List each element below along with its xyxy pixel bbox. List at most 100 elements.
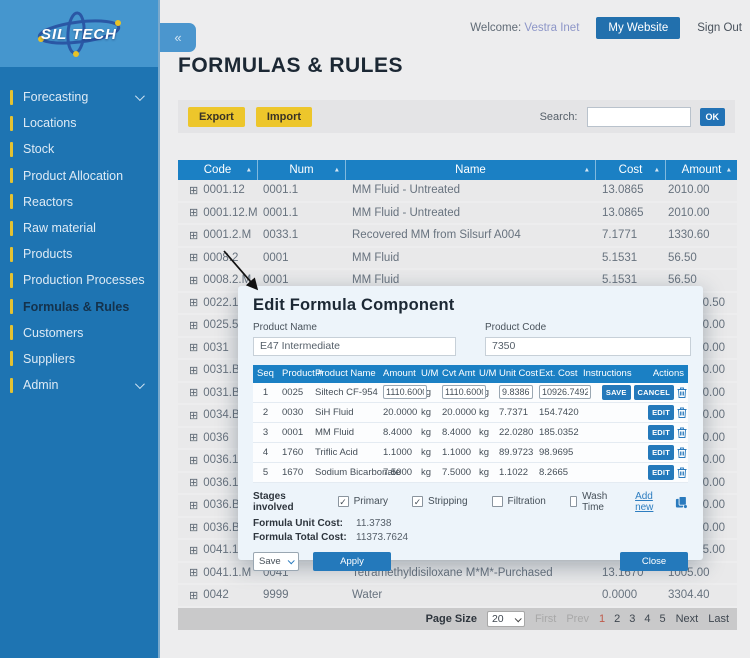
pagination-page-5[interactable]: 5 [659,613,666,625]
expand-row-icon[interactable]: ⊞ [189,207,199,220]
copy-document-icon[interactable] [675,495,688,509]
sidebar-item-formulas-rules[interactable]: Formulas & Rules [0,294,158,320]
sort-asc-icon[interactable]: ▲ [725,166,732,174]
delete-row-icon[interactable] [677,467,687,478]
search-ok-button[interactable]: OK [699,107,725,126]
unit-cost-cell-input[interactable] [499,385,533,399]
expand-row-icon[interactable]: ⊞ [189,567,199,580]
stage-option-wash-time[interactable]: Wash Time [569,491,611,513]
expand-row-icon[interactable]: ⊞ [189,409,199,422]
checkbox-unchecked-icon[interactable] [491,496,503,507]
sidebar-item-customers[interactable]: Customers [0,320,158,346]
column-header-num[interactable]: Num ▲ [258,160,346,180]
table-row[interactable]: ⊞ 0008.2 0001 MM Fluid 5.1531 56.50 [178,247,737,268]
sidebar-item-locations[interactable]: Locations [0,110,158,136]
sidebar-item-products[interactable]: Products [0,241,158,267]
edit-row-button[interactable]: EDIT [648,444,674,460]
component-row[interactable]: 5 1670 Sodium Bicarbonate 7.5000 kg 7.5000 kg 1… [253,462,688,483]
sidebar-item-forecasting[interactable]: Forecasting [0,84,158,110]
sign-out-link[interactable]: Sign Out [697,22,742,34]
expand-row-icon[interactable]: ⊞ [189,364,199,377]
column-header-cost[interactable]: Cost ▲ [596,160,666,180]
expand-row-icon[interactable]: ⊞ [189,589,199,602]
expand-row-icon[interactable]: ⊞ [189,544,199,557]
sidebar-item-production-processes[interactable]: Production Processes [0,267,158,293]
save-mode-select[interactable]: Save [253,551,299,571]
ext-cost-cell-input[interactable] [539,385,591,399]
expand-row-icon[interactable]: ⊞ [189,274,199,287]
component-row[interactable]: 2 0030 SiH Fluid 20.0000 kg 20.0000 kg 7.7371 15… [253,402,688,423]
edit-row-button[interactable]: EDIT [648,404,674,420]
table-row[interactable]: ⊞ 0001.12.M 0001.1 MM Fluid - Untreated 13.0… [178,202,737,223]
expand-row-icon[interactable]: ⊞ [189,342,199,355]
delete-row-icon[interactable] [677,427,687,438]
export-button[interactable]: Export [188,106,245,127]
edit-row-button[interactable]: EDIT [648,464,674,480]
stage-option-stripping[interactable]: ✓ Stripping [412,496,468,507]
column-header-code[interactable]: Code ▲ [178,160,258,180]
apply-button[interactable]: Apply [313,551,391,571]
expand-row-icon[interactable]: ⊞ [189,184,199,197]
expand-row-icon[interactable]: ⊞ [189,432,199,445]
username-link[interactable]: Vestra Inet [524,22,580,34]
pagination-page-1[interactable]: 1 [598,613,606,625]
pagination-page-4[interactable]: 4 [644,613,651,625]
save-row-button[interactable]: SAVE [601,384,631,400]
expand-row-icon[interactable]: ⊞ [189,499,199,512]
sidebar-collapse-button[interactable]: « [160,23,196,52]
my-website-button[interactable]: My Website [596,17,681,39]
expand-row-icon[interactable]: ⊞ [189,252,199,265]
expand-row-icon[interactable]: ⊞ [189,297,199,310]
column-header-amount[interactable]: Amount ▲ [666,160,737,180]
search-input[interactable] [586,106,691,127]
product-name-input[interactable] [253,336,456,356]
sort-asc-icon[interactable]: ▲ [333,166,340,174]
delete-row-icon[interactable] [677,407,687,418]
sidebar-item-raw-material[interactable]: Raw material [0,215,158,241]
pagination-page-3[interactable]: 3 [629,613,636,625]
num-cell: 0001.1 [263,184,299,197]
product-code-input[interactable] [485,336,691,356]
column-header-name[interactable]: Name ▲ [346,160,596,180]
checkbox-checked-icon[interactable]: ✓ [337,496,349,507]
delete-row-icon[interactable] [677,447,687,458]
table-row[interactable]: ⊞ 0042 9999 Water 0.0000 3304.40 [178,585,737,606]
component-row[interactable]: 4 1760 Triflic Acid 1.1000 kg 1.1000 kg 89.9723… [253,442,688,463]
stage-option-filtration[interactable]: Filtration [491,496,546,507]
amount-cell-input[interactable] [383,385,427,399]
sort-asc-icon[interactable]: ▲ [583,166,590,174]
expand-row-icon[interactable]: ⊞ [189,522,199,535]
sort-asc-icon[interactable]: ▲ [653,166,660,174]
close-button[interactable]: Close [620,551,688,571]
delete-row-icon[interactable] [677,387,687,398]
table-row[interactable]: ⊞ 0001.12 0001.1 MM Fluid - Untreated 13.086… [178,180,737,201]
import-button[interactable]: Import [255,106,313,127]
sidebar-item-suppliers[interactable]: Suppliers [0,346,158,372]
pagination-last[interactable]: Last [708,613,729,625]
sidebar-item-product-allocation[interactable]: Product Allocation [0,163,158,189]
expand-row-icon[interactable]: ⊞ [189,387,199,400]
pagination-next[interactable]: Next [675,613,699,625]
stage-option-primary[interactable]: ✓ Primary [337,496,388,507]
sidebar-item-reactors[interactable]: Reactors [0,189,158,215]
ext-cost-cell: 8.2665 [539,466,569,478]
expand-row-icon[interactable]: ⊞ [189,454,199,467]
sort-asc-icon[interactable]: ▲ [245,166,252,174]
page-size-select[interactable]: 20 [486,611,525,627]
expand-row-icon[interactable]: ⊞ [189,477,199,490]
table-row[interactable]: ⊞ 0001.2.M 0033.1 Recovered MM from Silsurf… [178,225,737,246]
cvt-amt-cell: 20.0000 [442,406,477,418]
sidebar-item-stock[interactable]: Stock [0,136,158,162]
checkbox-checked-icon[interactable]: ✓ [412,496,424,507]
sidebar-item-admin[interactable]: Admin [0,372,158,398]
component-row[interactable]: 3 0001 MM Fluid 8.4000 kg 8.4000 kg 22.0280 185.… [253,422,688,443]
expand-row-icon[interactable]: ⊞ [189,229,199,242]
edit-row-button[interactable]: EDIT [648,424,674,440]
expand-row-icon[interactable]: ⊞ [189,319,199,332]
checkbox-unchecked-icon[interactable] [569,496,578,507]
cancel-row-button[interactable]: CANCEL [633,384,674,400]
pagination-page-2[interactable]: 2 [614,613,621,625]
cvt-amt-cell-input[interactable] [442,385,486,399]
add-new-link[interactable]: Add new [635,490,654,513]
